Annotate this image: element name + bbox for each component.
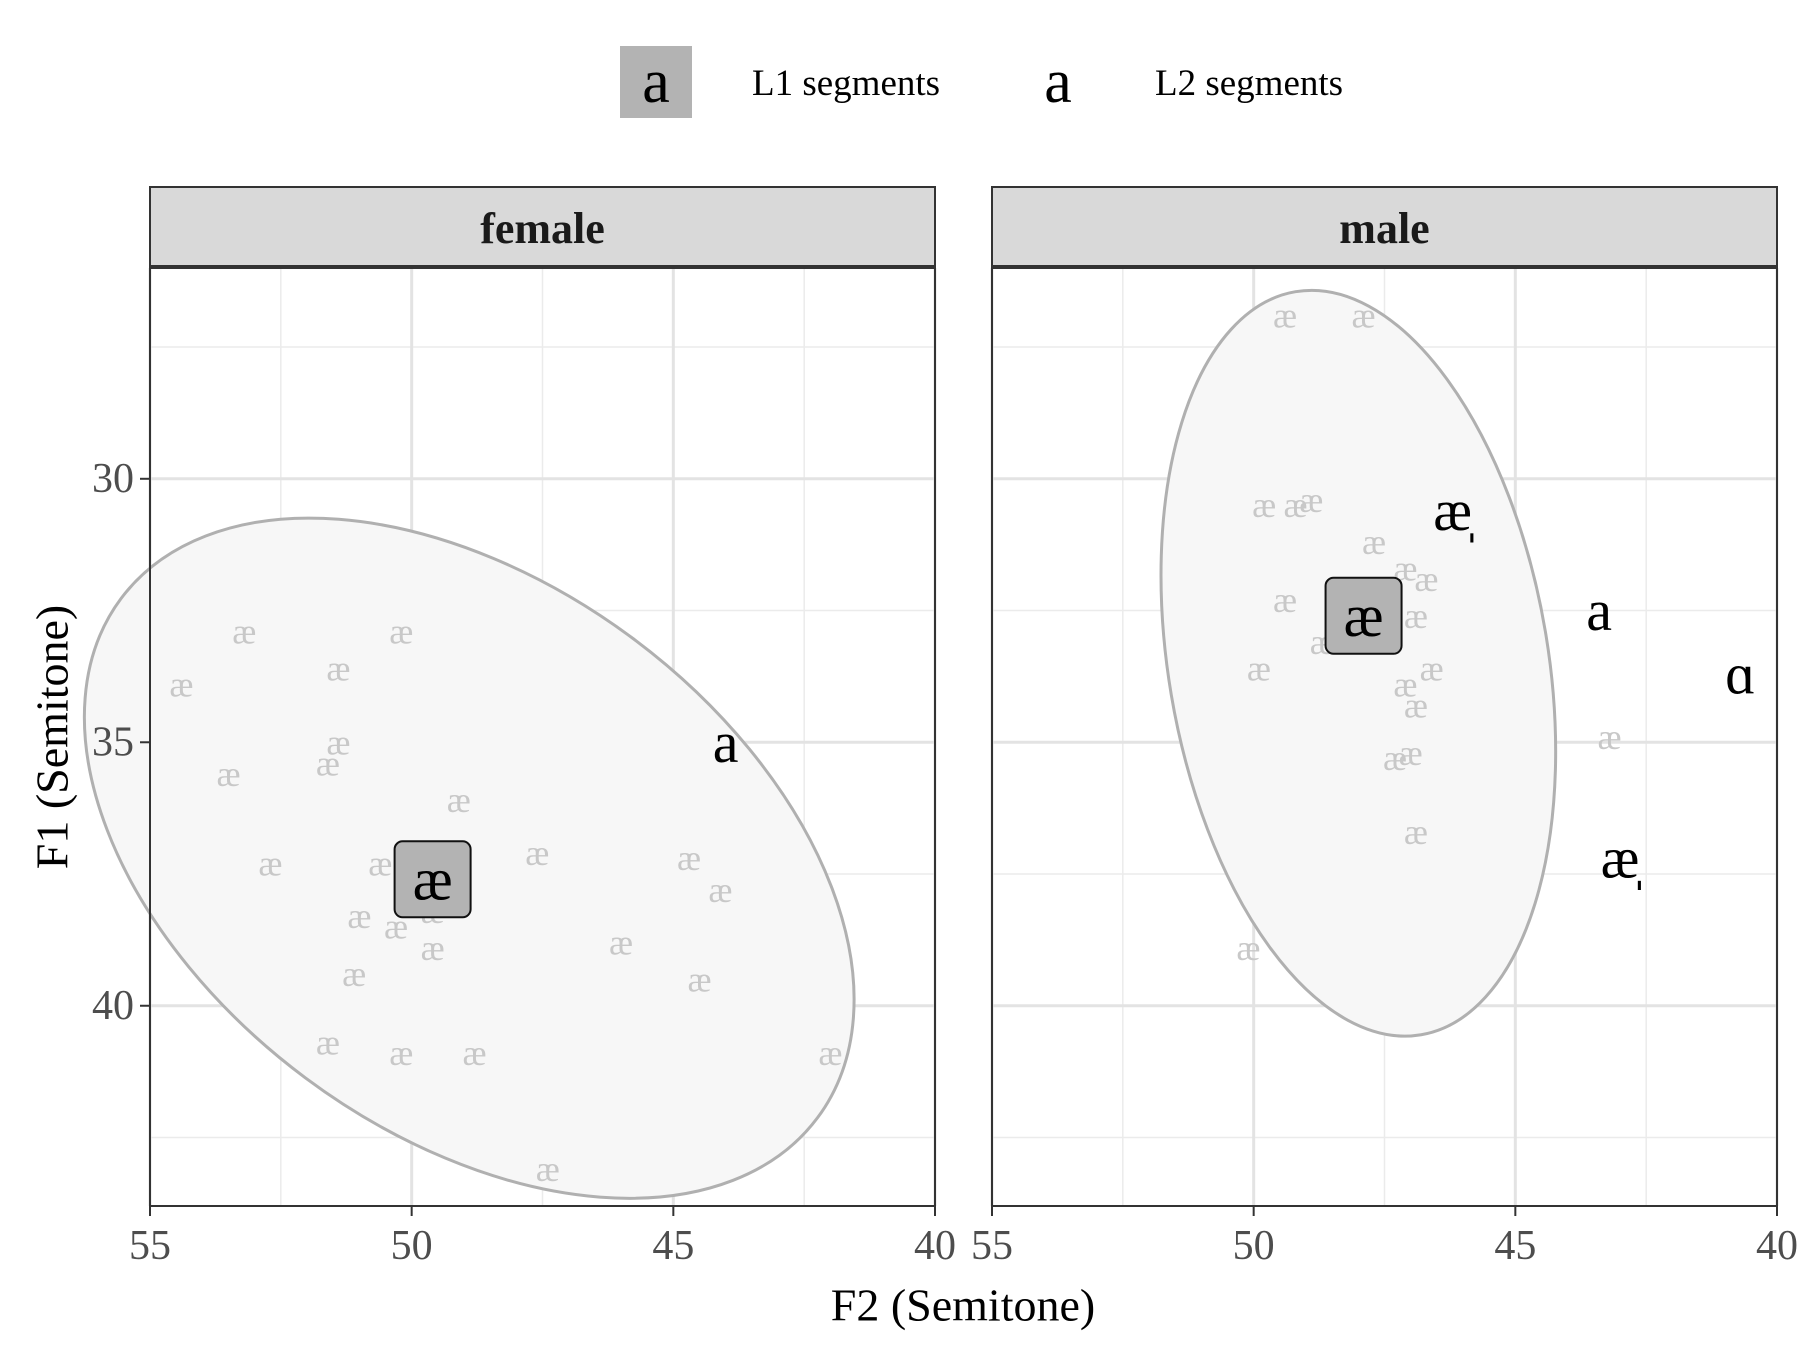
l1-mean-box — [393, 840, 472, 919]
x-tick-label: 50 — [1233, 1223, 1275, 1269]
x-tick-label: 45 — [1494, 1223, 1536, 1269]
token-point: æ — [258, 843, 282, 883]
token-point: æ — [326, 648, 350, 688]
x-tick-label: 40 — [1756, 1223, 1798, 1269]
token-point: æ — [1252, 485, 1276, 525]
token-point: æ — [316, 1023, 340, 1063]
token-point: æ — [677, 838, 701, 878]
x-tick-label: 45 — [652, 1223, 694, 1269]
y-tick-label: 30 — [92, 456, 134, 502]
legend-l1-label: L1 segments — [752, 63, 941, 104]
token-point: æ — [1273, 580, 1297, 620]
confidence-ellipse — [1159, 288, 1558, 1038]
token-point: æ — [1404, 685, 1428, 725]
token-point: æ — [389, 612, 413, 652]
token-point: æ — [708, 870, 732, 910]
l2-segment-label: a — [713, 710, 739, 775]
token-point: æ — [389, 1033, 413, 1073]
x-tick-label: 55 — [129, 1223, 171, 1269]
l1-mean-label: æ — [1344, 583, 1384, 649]
panel-border — [149, 267, 936, 1207]
token-point: æ — [1247, 648, 1271, 688]
token-point: æ — [232, 612, 256, 652]
token-point: æ — [216, 754, 240, 794]
token-point: æ — [1404, 596, 1428, 636]
token-point: æ — [421, 928, 445, 968]
token-point: æ — [1420, 648, 1444, 688]
token-point: æ — [609, 923, 633, 963]
token-point: æ — [1299, 480, 1323, 520]
x-tick-label: 40 — [914, 1223, 956, 1269]
token-point: æ — [462, 1033, 486, 1073]
token-point: æ — [1598, 717, 1622, 757]
token-point: æ — [316, 743, 340, 783]
x-tick-label: 55 — [971, 1223, 1013, 1269]
token-point: æ — [368, 843, 392, 883]
x-tick-label: 50 — [391, 1223, 433, 1269]
l2-segment-label: ɑ — [1725, 641, 1755, 706]
legend-l2-label: L2 segments — [1155, 63, 1344, 104]
token-point: æ — [818, 1033, 842, 1073]
token-point: æ — [687, 959, 711, 999]
l2-segment-label: æ̩ — [1601, 826, 1642, 891]
legend-l2-symbol: a — [1044, 48, 1072, 116]
token-point: æ — [1352, 295, 1376, 335]
facet-strip — [149, 186, 936, 267]
token-point: æ — [1236, 928, 1260, 968]
token-point: æ — [1284, 485, 1308, 525]
token-point: æ — [1399, 733, 1423, 773]
l1-mean-label: æ — [413, 846, 453, 912]
x-axis-title: F2 (Semitone) — [831, 1280, 1095, 1331]
panel-border — [991, 267, 1778, 1207]
token-point: æ — [1383, 738, 1407, 778]
token-point: æ — [1414, 559, 1438, 599]
legend-l1-key — [620, 46, 692, 118]
y-tick-label: 40 — [92, 983, 134, 1029]
facet-strip — [991, 186, 1778, 267]
l2-segment-label: æ̩ — [1433, 478, 1474, 543]
y-tick-label: 35 — [92, 719, 134, 765]
token-point: æ — [525, 833, 549, 873]
token-point: æ — [326, 722, 350, 762]
y-axis-title: F1 (Semitone) — [27, 605, 78, 869]
token-point: æ — [169, 664, 193, 704]
token-point: æ — [447, 780, 471, 820]
token-point: æ — [1362, 522, 1386, 562]
l1-mean-box — [1324, 576, 1403, 655]
token-point: æ — [342, 954, 366, 994]
token-point: æ — [536, 1149, 560, 1189]
legend-l1-symbol: a — [642, 48, 670, 116]
token-point: æ — [1393, 664, 1417, 704]
token-point: æ — [347, 896, 371, 936]
l2-segment-label: a — [1586, 578, 1612, 643]
facet-strip-label: female — [480, 204, 605, 253]
facet-strip-label: male — [1339, 204, 1429, 253]
token-point: æ — [1404, 812, 1428, 852]
token-point: æ — [1273, 295, 1297, 335]
